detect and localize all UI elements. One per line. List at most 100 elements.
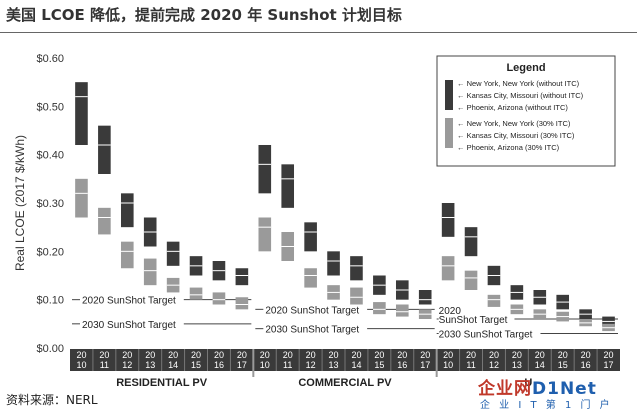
x-tick-label: 16	[581, 360, 591, 370]
segment-label: COMMERCIAL PV	[298, 377, 392, 389]
watermark-tagline: 企 业 I T 第 1 门 户	[480, 400, 613, 411]
x-tick-label: 13	[145, 360, 155, 370]
bar-with-itc	[258, 217, 272, 252]
target-label: SunShot Target	[439, 315, 508, 326]
bar-with-itc	[464, 270, 478, 290]
legend-swatch-with-itc	[445, 118, 453, 148]
bar-with-itc	[373, 302, 386, 315]
target-label: 2030 SunShot Target	[439, 330, 533, 341]
x-tick-label: 15	[374, 360, 384, 370]
x-tick-label: 16	[214, 360, 224, 370]
x-tick-label: 20	[466, 350, 476, 360]
legend-box	[436, 55, 616, 167]
x-tick-label: 20	[214, 350, 224, 360]
x-tick-label: 20	[122, 350, 132, 360]
bar-with-itc	[235, 297, 249, 310]
y-tick-label: $0.30	[36, 198, 64, 210]
x-tick-label: 11	[100, 360, 109, 370]
y-tick-label: $0.20	[36, 246, 64, 258]
x-tick-label: 20	[420, 350, 430, 360]
x-tick-label: 20	[604, 350, 614, 360]
chart-title: 美国 LCOE 降低，提前完成 2020 年 Sunshot 计划目标	[6, 6, 402, 24]
x-tick-label: 20	[191, 350, 201, 360]
legend-entry: ← Kansas City, Missouri (30% ITC)	[457, 131, 575, 140]
x-tick-label: 20	[374, 350, 384, 360]
x-tick-label: 10	[443, 360, 453, 370]
x-tick-label: 20	[145, 350, 155, 360]
title-divider	[0, 32, 637, 33]
bar-without-itc	[166, 241, 180, 266]
bar-without-itc	[418, 290, 432, 305]
target-label: 2030 SunShot Target	[82, 320, 176, 331]
bar-with-itc	[487, 294, 501, 307]
x-tick-label: 15	[191, 360, 201, 370]
x-tick-label: 12	[489, 360, 499, 370]
y-tick-label: $0.60	[36, 53, 64, 65]
y-tick-label: $0.50	[36, 101, 64, 113]
x-tick-label: 20	[581, 350, 591, 360]
x-tick-label: 10	[76, 360, 86, 370]
watermark-logo: 企业网D1Net	[478, 374, 597, 399]
bar-with-itc	[304, 268, 317, 288]
x-tick-label: 20	[512, 350, 522, 360]
x-tick-label: 13	[329, 360, 339, 370]
bar-with-itc	[98, 207, 111, 235]
bar-without-itc	[75, 82, 88, 145]
x-tick-label: 20	[489, 350, 499, 360]
bar-with-itc	[143, 258, 157, 286]
x-tick-label: 17	[604, 360, 614, 370]
bar-with-itc	[350, 287, 363, 305]
bar-without-itc	[258, 145, 272, 194]
x-tick-label: 17	[237, 360, 247, 370]
x-tick-label: 17	[420, 360, 430, 370]
x-tick-label: 20	[535, 350, 545, 360]
bar-with-itc	[189, 287, 203, 300]
x-tick-label: 20	[306, 350, 316, 360]
x-tick-label: 15	[558, 360, 568, 370]
bar-with-itc	[120, 241, 134, 269]
x-tick-label: 14	[535, 360, 545, 370]
bar-with-itc	[212, 292, 226, 305]
x-tick-label: 10	[260, 360, 270, 370]
x-tick-label: 12	[306, 360, 316, 370]
y-tick-label: $0.40	[36, 150, 64, 162]
x-tick-label: 20	[397, 350, 407, 360]
legend-entry: ← New York, New York (30% ITC)	[457, 119, 571, 128]
legend-title: Legend	[506, 62, 545, 74]
segment-label: U	[524, 377, 532, 389]
bar-with-itc	[441, 256, 455, 281]
x-tick-label: 20	[168, 350, 178, 360]
x-tick-label: 20	[283, 350, 293, 360]
source-note: 资料来源：NERL	[6, 393, 98, 407]
legend-entry: ← Phoenix, Arizona (without ITC)	[457, 103, 568, 112]
x-tick-label: 20	[558, 350, 568, 360]
segment-label: RESIDENTIAL PV	[116, 377, 208, 389]
x-tick-label: 11	[283, 360, 292, 370]
y-tick-label: $0.10	[36, 295, 64, 307]
bar-without-itc	[441, 203, 455, 237]
target-label: 2020 SunShot Target	[82, 296, 176, 307]
y-axis-title: Real LCOE (2017 $/kWh)	[13, 135, 27, 271]
x-tick-label: 14	[168, 360, 178, 370]
legend-entry: ← Kansas City, Missouri (without ITC)	[457, 91, 584, 100]
x-tick-label: 20	[237, 350, 247, 360]
x-tick-label: 11	[466, 360, 475, 370]
target-label: 2020 SunShot Target	[265, 305, 359, 316]
bar-without-itc	[304, 222, 317, 252]
target-label: 2020	[439, 306, 462, 317]
watermark-logo-left: 企业网	[478, 379, 532, 399]
x-tick-label: 20	[260, 350, 270, 360]
bar-without-itc	[235, 268, 249, 286]
target-label: 2030 SunShot Target	[265, 325, 359, 336]
bar-without-itc	[464, 227, 478, 257]
bar-without-itc	[98, 125, 111, 174]
bar-without-itc	[120, 193, 134, 228]
legend-entry: ← Phoenix, Arizona (30% ITC)	[457, 143, 560, 152]
legend-entry: ← New York, New York (without ITC)	[457, 79, 580, 88]
watermark-logo-right: D1Net	[532, 379, 597, 399]
bar-with-itc	[395, 304, 409, 317]
bar-with-itc	[75, 178, 88, 218]
x-tick-label: 20	[351, 350, 361, 360]
x-tick-label: 16	[397, 360, 407, 370]
